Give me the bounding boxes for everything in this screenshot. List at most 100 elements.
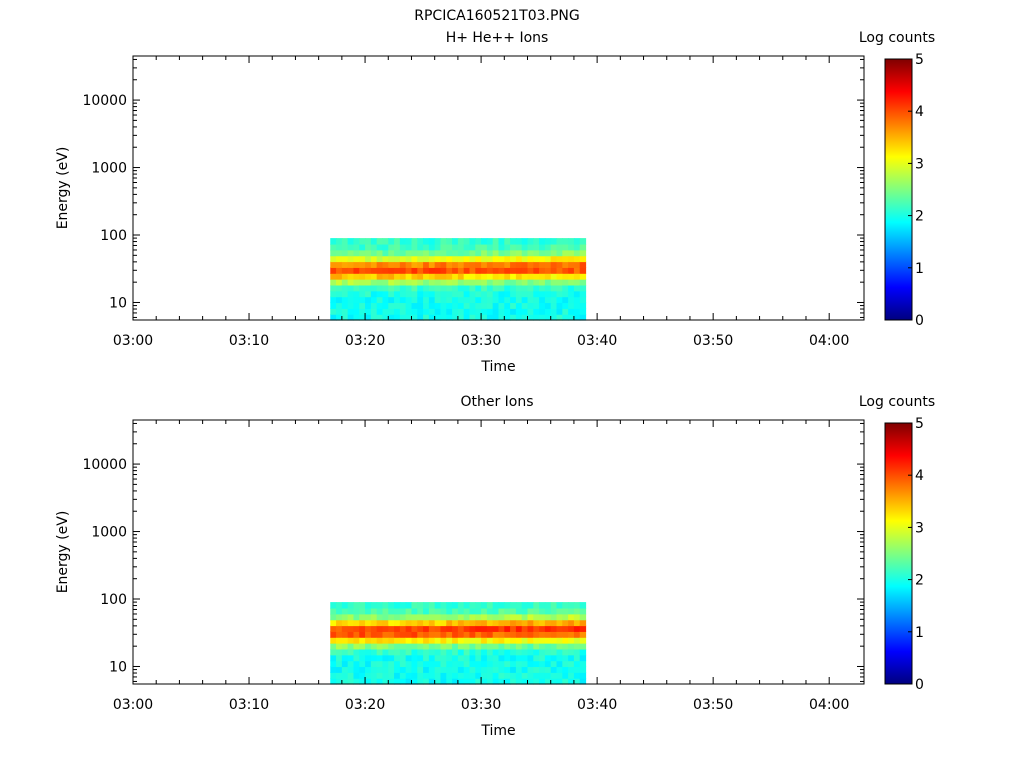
heatmap-cell bbox=[481, 654, 488, 662]
heatmap-cell bbox=[469, 672, 476, 679]
heatmap-cell bbox=[539, 619, 546, 627]
heatmap-cell bbox=[353, 648, 360, 656]
heatmap-cell bbox=[562, 666, 569, 673]
heatmap-cell bbox=[376, 308, 384, 315]
heatmap-cell bbox=[463, 660, 471, 668]
heatmap-cell bbox=[347, 619, 355, 627]
heatmap-cell bbox=[475, 619, 482, 627]
heatmap-cell bbox=[376, 302, 384, 309]
heatmap-cell bbox=[394, 666, 401, 673]
heatmap-cell bbox=[550, 637, 558, 644]
heatmap-cell bbox=[510, 654, 517, 662]
heatmap-cell bbox=[365, 660, 372, 668]
heatmap-cell bbox=[457, 660, 465, 668]
heatmap-cell bbox=[504, 678, 511, 685]
heatmap-cell bbox=[341, 602, 349, 609]
heatmap-cell bbox=[481, 631, 488, 638]
heatmap-cell bbox=[428, 631, 436, 638]
heatmap-cell bbox=[440, 602, 447, 609]
heatmap-cell bbox=[376, 607, 384, 615]
heatmap-cell bbox=[428, 654, 436, 662]
heatmap-cell bbox=[446, 261, 453, 268]
heatmap-cell bbox=[341, 678, 349, 685]
heatmap-cell bbox=[434, 249, 442, 257]
heatmap-cell bbox=[550, 678, 558, 685]
heatmap-cell bbox=[515, 314, 523, 321]
heatmap-cell bbox=[579, 637, 587, 644]
heatmap-cell bbox=[481, 607, 488, 615]
heatmap-cell bbox=[486, 643, 494, 650]
heatmap-cell bbox=[469, 255, 476, 263]
x-tick-label: 03:50 bbox=[693, 697, 733, 713]
heatmap-cell bbox=[475, 267, 482, 274]
heatmap-cell bbox=[434, 631, 442, 638]
heatmap-cell bbox=[562, 279, 569, 286]
heatmap-cell bbox=[556, 672, 563, 679]
heatmap-cell bbox=[486, 255, 494, 263]
heatmap-cell bbox=[550, 243, 558, 251]
heatmap-cell bbox=[568, 296, 575, 304]
heatmap-cell bbox=[376, 637, 384, 644]
heatmap-cell bbox=[376, 625, 384, 632]
heatmap-cell bbox=[370, 243, 378, 251]
heatmap-cell bbox=[568, 314, 575, 321]
heatmap-cell bbox=[359, 672, 366, 679]
heatmap-cell bbox=[457, 619, 465, 627]
heatmap-cell bbox=[475, 273, 482, 280]
heatmap-cell bbox=[353, 255, 360, 263]
heatmap-cell bbox=[533, 290, 540, 298]
heatmap-cell bbox=[434, 296, 442, 304]
heatmap-cell bbox=[434, 672, 442, 679]
heatmap-cell bbox=[399, 290, 407, 298]
heatmap-cell bbox=[469, 602, 476, 609]
heatmap-cell bbox=[521, 666, 529, 673]
heatmap-cell bbox=[446, 296, 453, 304]
heatmap-cell bbox=[492, 613, 500, 621]
heatmap-cell bbox=[481, 619, 488, 627]
heatmap-cell bbox=[521, 637, 529, 644]
heatmap-cell bbox=[579, 296, 587, 304]
heatmap-cell bbox=[492, 290, 500, 298]
heatmap-cell bbox=[573, 243, 581, 251]
heatmap-cell bbox=[515, 273, 523, 280]
heatmap-cell bbox=[370, 308, 378, 315]
heatmap-cell bbox=[376, 243, 384, 251]
heatmap-cell bbox=[423, 243, 430, 251]
heatmap-cell bbox=[405, 666, 413, 673]
heatmap-cell bbox=[573, 261, 581, 268]
heatmap-cell bbox=[446, 631, 453, 638]
heatmap-cell bbox=[573, 296, 581, 304]
heatmap-cell bbox=[382, 273, 389, 280]
heatmap-cell bbox=[405, 660, 413, 668]
heatmap-cell bbox=[440, 261, 447, 268]
heatmap-cell bbox=[452, 619, 459, 627]
heatmap-cell bbox=[515, 284, 523, 292]
heatmap-cell bbox=[475, 238, 482, 245]
heatmap-cell bbox=[527, 648, 534, 656]
heatmap-cell bbox=[539, 648, 546, 656]
heatmap-cell bbox=[521, 678, 529, 685]
heatmap-cell bbox=[399, 625, 407, 632]
heatmap-cell bbox=[568, 625, 575, 632]
heatmap-cell bbox=[446, 267, 453, 274]
heatmap-cell bbox=[446, 648, 453, 656]
heatmap-cell bbox=[376, 643, 384, 650]
heatmap-cell bbox=[353, 631, 360, 638]
heatmap-cell bbox=[376, 666, 384, 673]
heatmap-cell bbox=[515, 637, 523, 644]
heatmap-cell bbox=[365, 290, 372, 298]
heatmap-cell bbox=[550, 296, 558, 304]
heatmap-cell bbox=[394, 267, 401, 274]
heatmap-cell bbox=[405, 273, 413, 280]
heatmap-cell bbox=[550, 654, 558, 662]
heatmap-cell bbox=[359, 249, 366, 257]
heatmap-cell bbox=[550, 284, 558, 292]
heatmap-cell bbox=[440, 678, 447, 685]
heatmap-cell bbox=[498, 238, 505, 245]
heatmap-cell bbox=[533, 261, 540, 268]
heatmap-cell bbox=[394, 249, 401, 257]
heatmap-cell bbox=[515, 625, 523, 632]
heatmap-cell bbox=[498, 290, 505, 298]
heatmap-cell bbox=[492, 637, 500, 644]
heatmap-cell bbox=[341, 613, 349, 621]
